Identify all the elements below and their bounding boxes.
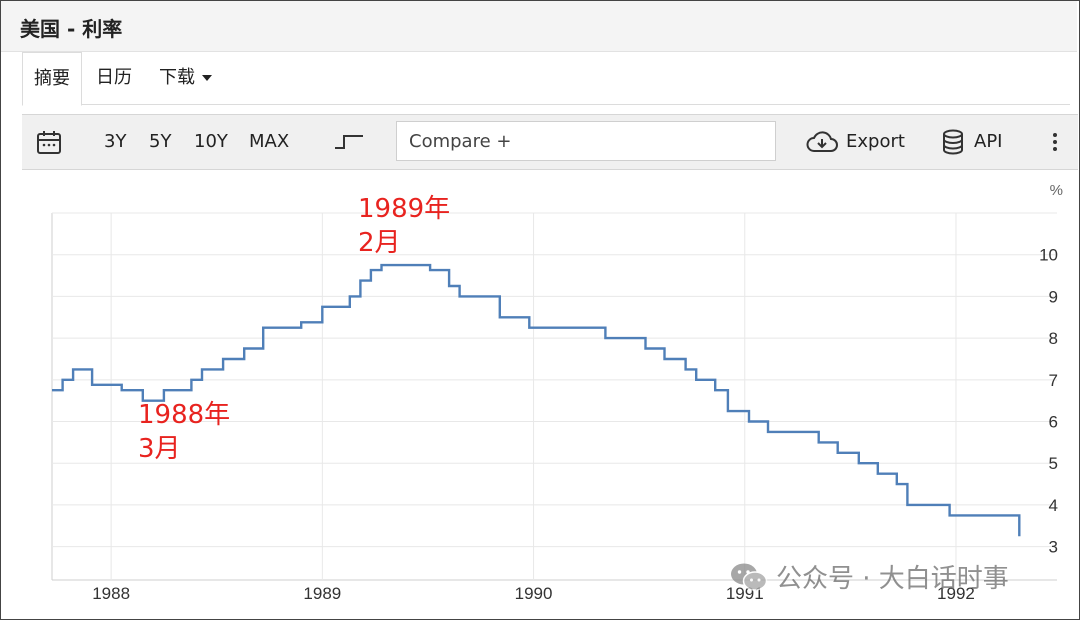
step-line-icon[interactable] — [334, 131, 364, 155]
tab-summary[interactable]: 摘要 — [22, 52, 82, 106]
chart-toolbar: 3Y 5Y 10Y MAX Compare + Export API — [22, 114, 1078, 170]
range-10y-button[interactable]: 10Y — [194, 131, 228, 152]
x-tick-label: 1990 — [515, 584, 553, 603]
x-tick-label: 1989 — [303, 584, 341, 603]
api-button[interactable]: API — [942, 115, 1002, 169]
range-3y-button[interactable]: 3Y — [104, 131, 127, 152]
y-axis-label: % — [1050, 182, 1063, 199]
y-tick-label: 4 — [1049, 496, 1058, 515]
x-axis-ticks: 1988 1989 1990 1991 1992 — [92, 584, 975, 603]
vertical-dots-icon[interactable] — [1050, 132, 1060, 152]
annotation-low-year: 1988年 — [138, 400, 231, 430]
export-label: Export — [846, 131, 905, 152]
series-layer — [52, 263, 1021, 537]
tab-download-label: 下载 — [159, 67, 195, 88]
caret-down-icon — [202, 75, 212, 81]
watermark: 公众号 · 大白话时事 — [730, 558, 1009, 595]
database-icon — [942, 129, 964, 155]
cloud-download-icon — [806, 130, 838, 154]
annotation-peak-year: 1989年 — [358, 194, 451, 224]
annotation-low: 1988年 3月 — [138, 398, 230, 466]
calendar-icon[interactable] — [36, 130, 62, 154]
y-tick-label: 7 — [1049, 371, 1058, 390]
y-tick-label: 10 — [1039, 246, 1058, 265]
compare-input[interactable]: Compare + — [396, 121, 776, 161]
tab-download[interactable]: 下载 — [159, 52, 212, 104]
annotation-peak-month: 2月 — [358, 228, 401, 258]
page-title: 美国 - 利率 — [20, 17, 123, 41]
y-tick-label: 5 — [1049, 454, 1058, 473]
annotation-peak: 1989年 2月 — [358, 192, 450, 260]
x-tick-label: 1992 — [937, 584, 975, 603]
tab-bar: 摘要 日历 下载 — [22, 52, 1070, 106]
annotation-low-month: 3月 — [138, 434, 181, 464]
y-axis-ticks: 3 4 5 6 7 8 9 10 — [1039, 246, 1058, 557]
y-tick-label: 3 — [1049, 538, 1058, 557]
y-tick-label: 6 — [1049, 413, 1058, 432]
wechat-icon — [730, 562, 768, 592]
series-line — [52, 263, 1021, 537]
api-label: API — [974, 131, 1003, 152]
range-5y-button[interactable]: 5Y — [149, 131, 172, 152]
title-bar: 美国 - 利率 — [1, 1, 1077, 52]
watermark-text: 公众号 · 大白话时事 — [776, 564, 1009, 594]
chart-grid — [51, 212, 1057, 581]
x-tick-label: 1988 — [92, 584, 130, 603]
export-button[interactable]: Export — [806, 115, 905, 169]
tab-calendar[interactable]: 日历 — [96, 67, 132, 88]
range-max-button[interactable]: MAX — [249, 131, 290, 152]
y-tick-label: 8 — [1049, 329, 1058, 348]
y-tick-label: 9 — [1049, 287, 1058, 306]
